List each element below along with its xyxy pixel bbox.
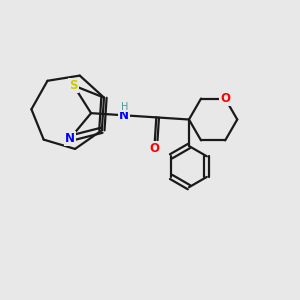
Text: S: S	[69, 79, 78, 92]
Text: O: O	[149, 142, 159, 155]
Text: O: O	[220, 92, 230, 105]
Text: N: N	[65, 132, 75, 145]
Text: H: H	[121, 102, 128, 112]
Text: N: N	[119, 109, 129, 122]
